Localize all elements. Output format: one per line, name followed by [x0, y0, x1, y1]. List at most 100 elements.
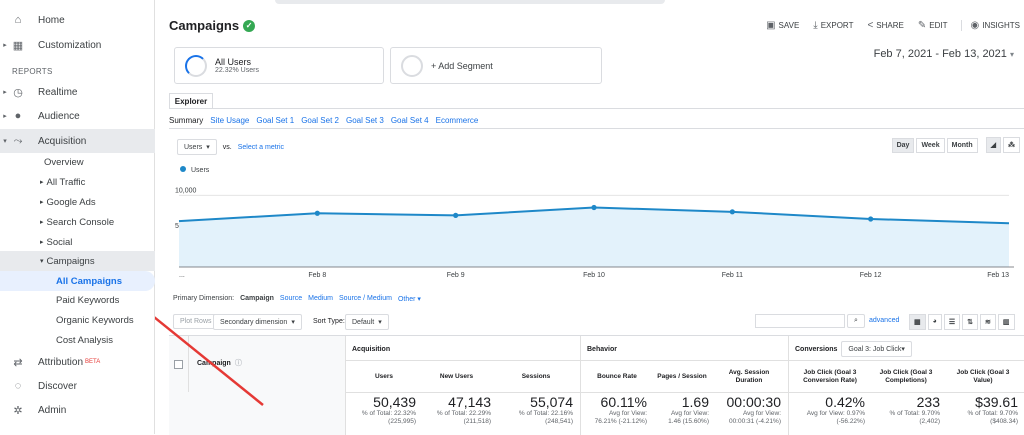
sidebar-item-discover[interactable]: ◌ Discover [0, 374, 155, 398]
motion-chart-toggle-icon[interactable]: ⁂ [1003, 137, 1020, 153]
column-header-label: Job Click (Goal 3 Value) [956, 369, 1010, 384]
sidebar-item-all-traffic[interactable]: ▸ All Traffic [0, 172, 155, 192]
sidebar-item-acquisition[interactable]: ▾ ⤳ Acquisition [0, 129, 155, 153]
select-metric-link[interactable]: Select a metric [237, 143, 285, 151]
column-header[interactable]: Sessions [499, 366, 573, 388]
sidebar-item-label: Cost Analysis [56, 334, 114, 346]
sidebar-item-attribution[interactable]: ⇄ Attribution BETA [0, 350, 155, 374]
column-header[interactable]: New Users [422, 366, 491, 388]
sidebar-item-paid-keywords[interactable]: Paid Keywords [0, 290, 155, 310]
data-point [729, 209, 735, 215]
column-total: $39.61% of Total: 9.70% ($408.34) [948, 394, 1018, 426]
column-total: 47,143% of Total: 22.29% (211,518) [422, 394, 491, 426]
column-header-label: Users [374, 373, 394, 380]
sidebar-item-cost-analysis[interactable]: Cost Analysis [0, 330, 155, 350]
column-header-label: Pages / Session [657, 373, 707, 380]
metric-select[interactable]: Users ▾ [177, 139, 217, 155]
subtab-site-usage[interactable]: Site Usage [210, 116, 250, 125]
total-value: 60.11% [600, 394, 647, 410]
sidebar-item-search-console[interactable]: ▸ Search Console [0, 212, 155, 232]
sidebar-item-label: Realtime [38, 86, 78, 98]
table-search-input[interactable] [755, 314, 845, 328]
week-button[interactable]: Week [916, 137, 945, 153]
month-button[interactable]: Month [946, 137, 978, 153]
export-button[interactable]: ⤓ EXPORT [813, 20, 853, 31]
sidebar-item-overview[interactable]: Overview [0, 152, 155, 172]
campaign-column-header[interactable]: Campaign ⓘ [197, 358, 242, 368]
dimension-medium[interactable]: Medium [308, 295, 334, 302]
sidebar-item-home[interactable]: ⌂ Home [0, 8, 155, 32]
column-header[interactable]: Pages / Session [655, 366, 709, 388]
column-header[interactable]: Avg. Session Duration [717, 366, 781, 388]
column-header[interactable]: Users [352, 366, 416, 388]
caret-right-icon: ▸ [40, 199, 44, 206]
total-subtext: Avg for View: [742, 410, 781, 417]
tab-explorer[interactable]: Explorer [169, 93, 213, 109]
caret-right-icon: ▸ [40, 219, 44, 226]
sidebar-item-all-campaigns[interactable]: All Campaigns [0, 271, 155, 291]
goal-select[interactable]: Goal 3: Job Click ▾ [841, 341, 912, 357]
dimension-source[interactable]: Source [279, 295, 303, 302]
grid-icon: ▦ [12, 39, 24, 52]
subtab-goal-set-4[interactable]: Goal Set 4 [390, 116, 429, 125]
data-point [453, 212, 459, 218]
subtab-summary[interactable]: Summary [169, 116, 204, 125]
term-cloud-view-icon[interactable]: ≋ [980, 314, 996, 330]
column-total: 1.69 Avg for View: 1.46 (15.60%) [655, 394, 709, 426]
legend-dot [180, 166, 186, 172]
secondary-dimension-select[interactable]: Secondary dimension ▾ [213, 314, 302, 330]
line-chart-toggle-icon[interactable]: ◢ [985, 137, 1001, 153]
share-button[interactable]: < SHARE [867, 20, 903, 31]
sidebar-item-admin[interactable]: ✲ Admin [0, 398, 155, 422]
day-button[interactable]: Day [891, 137, 915, 153]
date-range-text: Feb 7, 2021 - Feb 13, 2021 [873, 48, 1007, 60]
column-header[interactable]: Bounce Rate [587, 366, 647, 388]
sidebar-item-label: Audience [38, 110, 80, 122]
subtab-goal-set-3[interactable]: Goal Set 3 [346, 116, 384, 125]
edit-button[interactable]: ✎ EDIT [918, 20, 948, 31]
dimension-other[interactable]: Other ▾ [397, 296, 421, 303]
sidebar-item-realtime[interactable]: ▸ ◷ Realtime [0, 80, 155, 104]
pencil-icon: ✎ [917, 20, 927, 31]
insights-label: INSIGHTS [982, 21, 1020, 30]
save-button[interactable]: ▣ SAVE [766, 20, 799, 31]
column-header[interactable]: Job Click (Goal 3 Value) [948, 366, 1018, 388]
total-subtext: % of Total: 9.70% [967, 410, 1018, 417]
caret-right-icon: ▸ [3, 42, 7, 49]
add-segment-button[interactable]: + Add Segment [390, 47, 602, 84]
sidebar-item-customization[interactable]: ▸ ▦ Customization [0, 33, 155, 57]
report-toolbar: ▣ SAVE ⤓ EXPORT < SHARE ✎ EDIT ◉ INSIGHTS [766, 20, 1020, 31]
column-header[interactable]: Job Click (Goal 3 Completions) [872, 366, 940, 388]
sidebar-item-label: Google Ads [46, 196, 96, 208]
plot-rows-button[interactable]: Plot Rows [173, 314, 219, 329]
subtab-goal-set-2[interactable]: Goal Set 2 [301, 116, 339, 125]
search-icon[interactable]: ⌕ [847, 314, 865, 328]
sidebar-item-label: All Traffic [46, 176, 86, 188]
subtab-ecommerce[interactable]: Ecommerce [435, 116, 479, 125]
series-area [179, 207, 1009, 267]
total-subtext: % of Total: 22.29% [436, 410, 491, 417]
sort-type-select[interactable]: Default ▾ [345, 314, 389, 330]
person-icon: ● [14, 110, 22, 122]
performance-view-icon[interactable]: ☰ [943, 314, 961, 330]
comparison-view-icon[interactable]: ⇅ [962, 314, 979, 330]
sidebar-item-campaigns[interactable]: ▾ Campaigns [0, 251, 155, 271]
table-view-icon[interactable]: ▦ [909, 314, 926, 330]
pivot-view-icon[interactable]: ▥ [997, 314, 1015, 330]
subtab-goal-set-1[interactable]: Goal Set 1 [256, 116, 295, 125]
column-header[interactable]: Job Click (Goal 3 Conversion Rate) [795, 366, 865, 388]
sidebar-item-social[interactable]: ▸ Social [0, 232, 155, 252]
dimension-source-medium[interactable]: Source / Medium [339, 295, 392, 302]
total-subtext: 00:00:31 (-4.21%) [728, 418, 781, 425]
select-all-checkbox[interactable] [174, 359, 183, 369]
sidebar-item-audience[interactable]: ▸ ● Audience [0, 104, 155, 128]
advanced-filter-link[interactable]: advanced [869, 317, 900, 324]
date-range-picker[interactable]: Feb 7, 2021 - Feb 13, 2021 ▾ [874, 48, 1014, 60]
pie-view-icon[interactable]: ◕ [927, 314, 942, 330]
total-subtext: (2,402) [919, 418, 940, 425]
sidebar-item-google-ads[interactable]: ▸ Google Ads [0, 192, 155, 212]
segment-all-users[interactable]: All Users 22.32% Users [174, 47, 384, 84]
data-table: Campaign ⓘ Acquisition Behavior Conversio… [169, 335, 1024, 435]
insights-button[interactable]: ◉ INSIGHTS [961, 20, 1020, 31]
sidebar-item-organic-keywords[interactable]: Organic Keywords [0, 310, 155, 330]
